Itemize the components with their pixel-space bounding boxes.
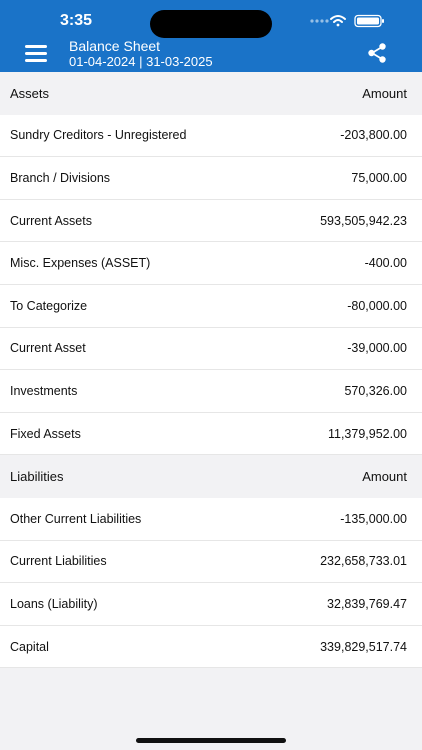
battery-icon [354, 14, 384, 28]
list-item[interactable]: Other Current Liabilities -135,000.00 [0, 497, 422, 541]
share-icon [368, 43, 386, 63]
item-label: Capital [10, 639, 49, 654]
app-header: 3:35 Balance Sheet 01-04-2024 | 31-03-20… [0, 0, 422, 72]
list-item[interactable]: Current Liabilities 232,658,733.01 [0, 540, 422, 584]
item-label: Current Assets [10, 213, 92, 228]
assets-amount-heading: Amount [362, 85, 407, 101]
item-amount: 339,829,517.74 [320, 639, 407, 654]
hamburger-menu-icon [25, 45, 47, 48]
item-label: Loans (Liability) [10, 596, 98, 611]
item-amount: -400.00 [364, 256, 407, 271]
item-amount: -80,000.00 [347, 298, 407, 313]
item-amount: -135,000.00 [340, 511, 407, 526]
item-label: Current Asset [10, 341, 86, 356]
item-amount: 570,326.00 [344, 383, 407, 398]
status-time: 3:35 [60, 12, 93, 29]
date-range: 01-04-2024 | 31-03-2025 [69, 54, 213, 69]
item-label: Other Current Liabilities [10, 511, 142, 526]
home-indicator[interactable] [136, 738, 286, 743]
assets-heading: Assets [10, 85, 50, 101]
item-amount: 593,505,942.23 [320, 213, 407, 228]
item-label: Fixed Assets [10, 426, 81, 441]
item-amount: 11,379,952.00 [327, 426, 407, 441]
item-amount: -203,800.00 [340, 128, 407, 143]
share-button[interactable] [366, 42, 388, 64]
page-title: Balance Sheet [69, 38, 161, 54]
liabilities-section-header: Liabilities Amount [0, 455, 422, 498]
list-item[interactable]: Current Assets 593,505,942.23 [0, 199, 422, 243]
list-item[interactable]: Branch / Divisions 75,000.00 [0, 157, 422, 200]
item-label: Sundry Creditors - Unregistered [10, 128, 187, 143]
item-amount: 32,839,769.47 [327, 596, 407, 611]
list-item[interactable]: Fixed Assets 11,379,952.00 [0, 412, 422, 456]
list-item[interactable]: Current Asset -39,000.00 [0, 327, 422, 371]
list-item[interactable]: Loans (Liability) 32,839,769.47 [0, 583, 422, 626]
item-amount: 232,658,733.01 [320, 554, 407, 569]
item-label: To Categorize [10, 298, 88, 313]
item-amount: -39,000.00 [347, 341, 407, 356]
list-item[interactable]: Investments 570,326.00 [0, 370, 422, 413]
list-item[interactable]: Sundry Creditors - Unregistered -203,800.… [0, 114, 422, 158]
item-label: Investments [10, 383, 78, 398]
assets-section-header: Assets Amount [0, 72, 422, 115]
dynamic-island [150, 10, 272, 38]
list-item[interactable]: Misc. Expenses (ASSET) -400.00 [0, 242, 422, 285]
menu-button[interactable] [22, 42, 50, 64]
balance-sheet-list: Assets Amount Sundry Creditors - Unregis… [0, 72, 422, 669]
status-icons [309, 14, 389, 28]
list-item[interactable]: To Categorize -80,000.00 [0, 284, 422, 328]
item-label: Misc. Expenses (ASSET) [10, 256, 151, 271]
item-label: Branch / Divisions [10, 170, 111, 185]
cellular-signal-icon [310, 19, 329, 23]
item-amount: 75,000.00 [351, 170, 407, 185]
item-label: Current Liabilities [10, 554, 107, 569]
list-item[interactable]: Capital 339,829,517.74 [0, 625, 422, 669]
liabilities-heading: Liabilities [10, 469, 64, 485]
liabilities-amount-heading: Amount [362, 469, 407, 485]
wifi-icon [330, 15, 346, 27]
